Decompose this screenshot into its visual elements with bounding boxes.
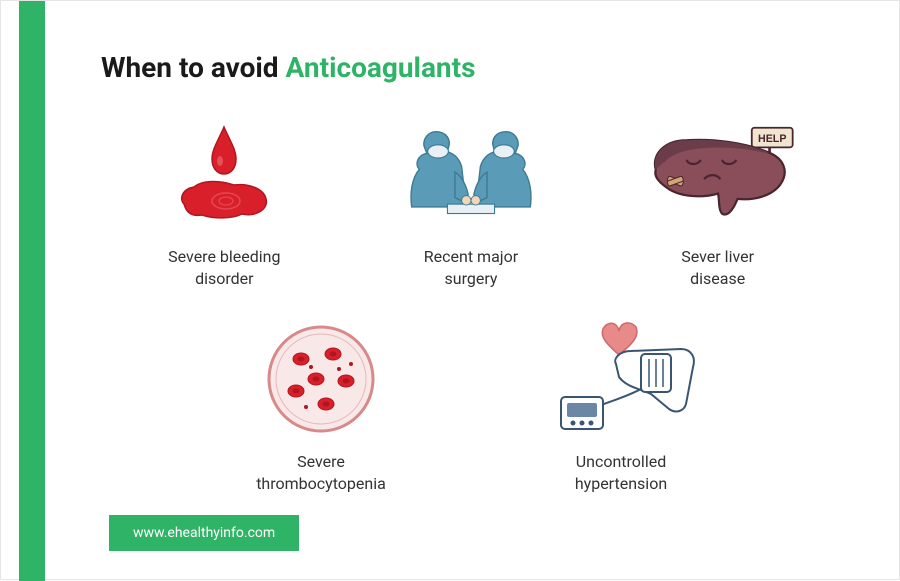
row-1: Severe bleeding disorder (101, 114, 841, 289)
item-liver: HELP (608, 114, 828, 289)
cells-label: Severe thrombocytopenia (256, 451, 386, 494)
bleeding-icon (144, 114, 304, 234)
accent-bar (19, 1, 45, 581)
bp-icon (541, 319, 701, 439)
help-sign-text: HELP (758, 133, 786, 145)
website-badge: www.ehealthyinfo.com (109, 515, 299, 551)
surgery-icon (391, 114, 551, 234)
surgery-label: Recent major surgery (424, 246, 518, 289)
liver-label: Sever liver disease (681, 246, 754, 289)
cells-icon (241, 319, 401, 439)
bleeding-label: Severe bleeding disorder (168, 246, 280, 289)
bp-label: Uncontrolled hypertension (575, 451, 667, 494)
website-text: www.ehealthyinfo.com (133, 525, 275, 541)
item-bp: Uncontrolled hypertension (511, 319, 731, 494)
title-prefix: When to avoid (101, 51, 286, 84)
liver-icon: HELP (638, 114, 798, 234)
content-area: When to avoid Anticoagulants Severe blee… (101, 51, 841, 494)
item-bleeding: Severe bleeding disorder (114, 114, 334, 289)
title-accent: Anticoagulants (286, 51, 476, 84)
item-cells: Severe thrombocytopenia (211, 319, 431, 494)
page-title: When to avoid Anticoagulants (101, 51, 841, 84)
item-surgery: Recent major surgery (361, 114, 581, 289)
row-2: Severe thrombocytopenia (101, 319, 841, 494)
